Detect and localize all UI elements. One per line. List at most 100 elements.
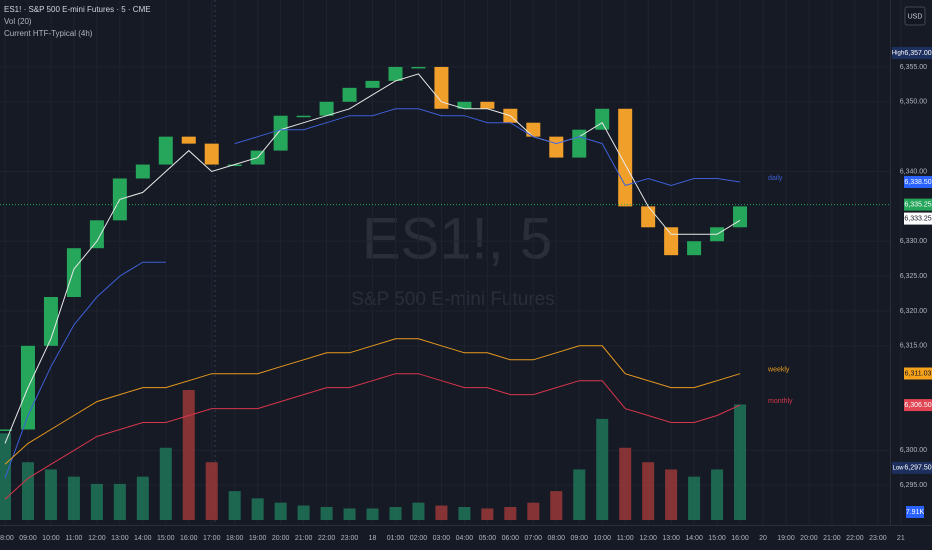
plot: daily weekly monthly — [0, 0, 902, 525]
y-tick-label: 6,315.00 — [900, 343, 927, 350]
x-tick-label: 13:00 — [662, 535, 680, 542]
x-tick-label: 22:00 — [318, 535, 336, 542]
y-tick-label: 6,320.00 — [900, 308, 927, 315]
x-tick-label: 19:00 — [777, 535, 795, 542]
price-tag-caption: Low — [892, 465, 904, 471]
x-tick-label: 10:00 — [593, 535, 611, 542]
volume-bar — [44, 469, 57, 520]
series-label: daily — [768, 175, 783, 182]
x-tick-label: 23:00 — [341, 535, 359, 542]
y-tick-label: 6,330.00 — [900, 238, 927, 245]
y-tick-label: 6,300.00 — [900, 447, 927, 454]
price-tag — [904, 212, 932, 225]
x-tick-label: 20:00 — [800, 535, 818, 542]
volume-bar — [136, 476, 149, 520]
x-tick-label: 16:00 — [180, 535, 198, 542]
candle — [273, 115, 288, 151]
volume-bar — [481, 508, 494, 520]
price-tag — [904, 198, 932, 211]
volume-bar — [251, 498, 264, 520]
volume-bar — [458, 507, 471, 520]
price-tag — [904, 461, 932, 474]
volume-bar — [688, 476, 701, 520]
x-tick-label: 04:00 — [456, 535, 474, 542]
y-tick-label: 6,350.00 — [900, 99, 927, 106]
candle — [572, 129, 587, 158]
candle — [618, 108, 633, 207]
candle — [480, 101, 495, 109]
price-tag-label: 6,338.50 — [904, 179, 931, 186]
candle — [0, 429, 12, 431]
volume-bar — [389, 507, 402, 520]
x-tick-label: 08:00 — [548, 535, 566, 542]
x-tick-label: 10:00 — [42, 535, 60, 542]
x-tick-label: 16:00 — [731, 535, 749, 542]
x-tick-label: 12:00 — [88, 535, 106, 542]
x-tick-label: 07:00 — [525, 535, 543, 542]
volume-bar — [159, 447, 172, 520]
candle — [434, 66, 449, 109]
x-tick-label: 02:00 — [410, 535, 428, 542]
series-line — [4, 108, 741, 479]
candle — [595, 108, 610, 130]
x-tick-label: 12:00 — [639, 535, 657, 542]
candle — [641, 206, 656, 228]
volume-tag-label: 7.91K — [906, 509, 925, 516]
x-tick-label: 01:00 — [387, 535, 405, 542]
price-tag-label: 6,333.25 — [904, 215, 931, 222]
candle — [526, 122, 541, 137]
candle — [89, 220, 104, 249]
price-tag-label: 6,297.50 — [904, 465, 931, 472]
x-tick-label: 13:00 — [111, 535, 129, 542]
x-tick-label: 22:00 — [846, 535, 864, 542]
series-line — [4, 73, 741, 444]
price-tag — [904, 399, 932, 412]
volume-bar — [596, 418, 609, 520]
volume-bar — [412, 502, 425, 520]
candle — [411, 66, 426, 69]
volume-bar — [619, 447, 632, 520]
volume-bar — [113, 483, 126, 520]
x-tick-label: 18:00 — [226, 535, 244, 542]
x-tick-label: 03:00 — [433, 535, 451, 542]
candle — [227, 164, 242, 167]
volume-bar — [297, 505, 310, 520]
volume-bar — [228, 491, 241, 520]
volume-bar — [711, 469, 724, 520]
candle — [319, 101, 334, 116]
x-tick-label: 05:00 — [479, 535, 497, 542]
candle — [43, 297, 58, 346]
volume-bar — [205, 462, 218, 520]
price-tag-caption-box — [892, 46, 904, 59]
indicator-label: Current HTF-Typical (4h) — [4, 29, 93, 38]
volume-bar — [573, 469, 586, 520]
series-line — [4, 338, 741, 465]
watermark: ES1!, 5 — [362, 206, 552, 271]
volume-bar — [67, 476, 80, 520]
volume-bar — [642, 462, 655, 520]
candle — [181, 136, 196, 144]
volume-bar — [343, 508, 356, 520]
x-tick-label: 21:00 — [295, 535, 313, 542]
y-tick-label: 6,355.00 — [900, 64, 927, 71]
volume-bar — [527, 502, 540, 520]
x-tick-label: 14:00 — [685, 535, 703, 542]
volume-bar — [504, 507, 517, 520]
price-tag-label: 6,357.00 — [904, 50, 931, 57]
x-tick-label: 11:00 — [617, 535, 634, 542]
price-tag-label: 6,306.50 — [904, 402, 931, 409]
series-line — [4, 373, 741, 500]
x-tick-label: 21:00 — [823, 535, 841, 542]
x-tick-label: 20 — [759, 535, 767, 542]
candle — [66, 248, 81, 298]
x-tick-label: 21 — [897, 535, 905, 542]
price-tag — [904, 46, 932, 59]
currency-box[interactable] — [904, 6, 926, 26]
watermark-subtitle: S&P 500 E-mini Futures — [351, 289, 554, 310]
volume-bar — [366, 508, 379, 520]
candle — [457, 101, 472, 109]
volume-bar — [550, 491, 563, 520]
candle — [733, 206, 748, 228]
